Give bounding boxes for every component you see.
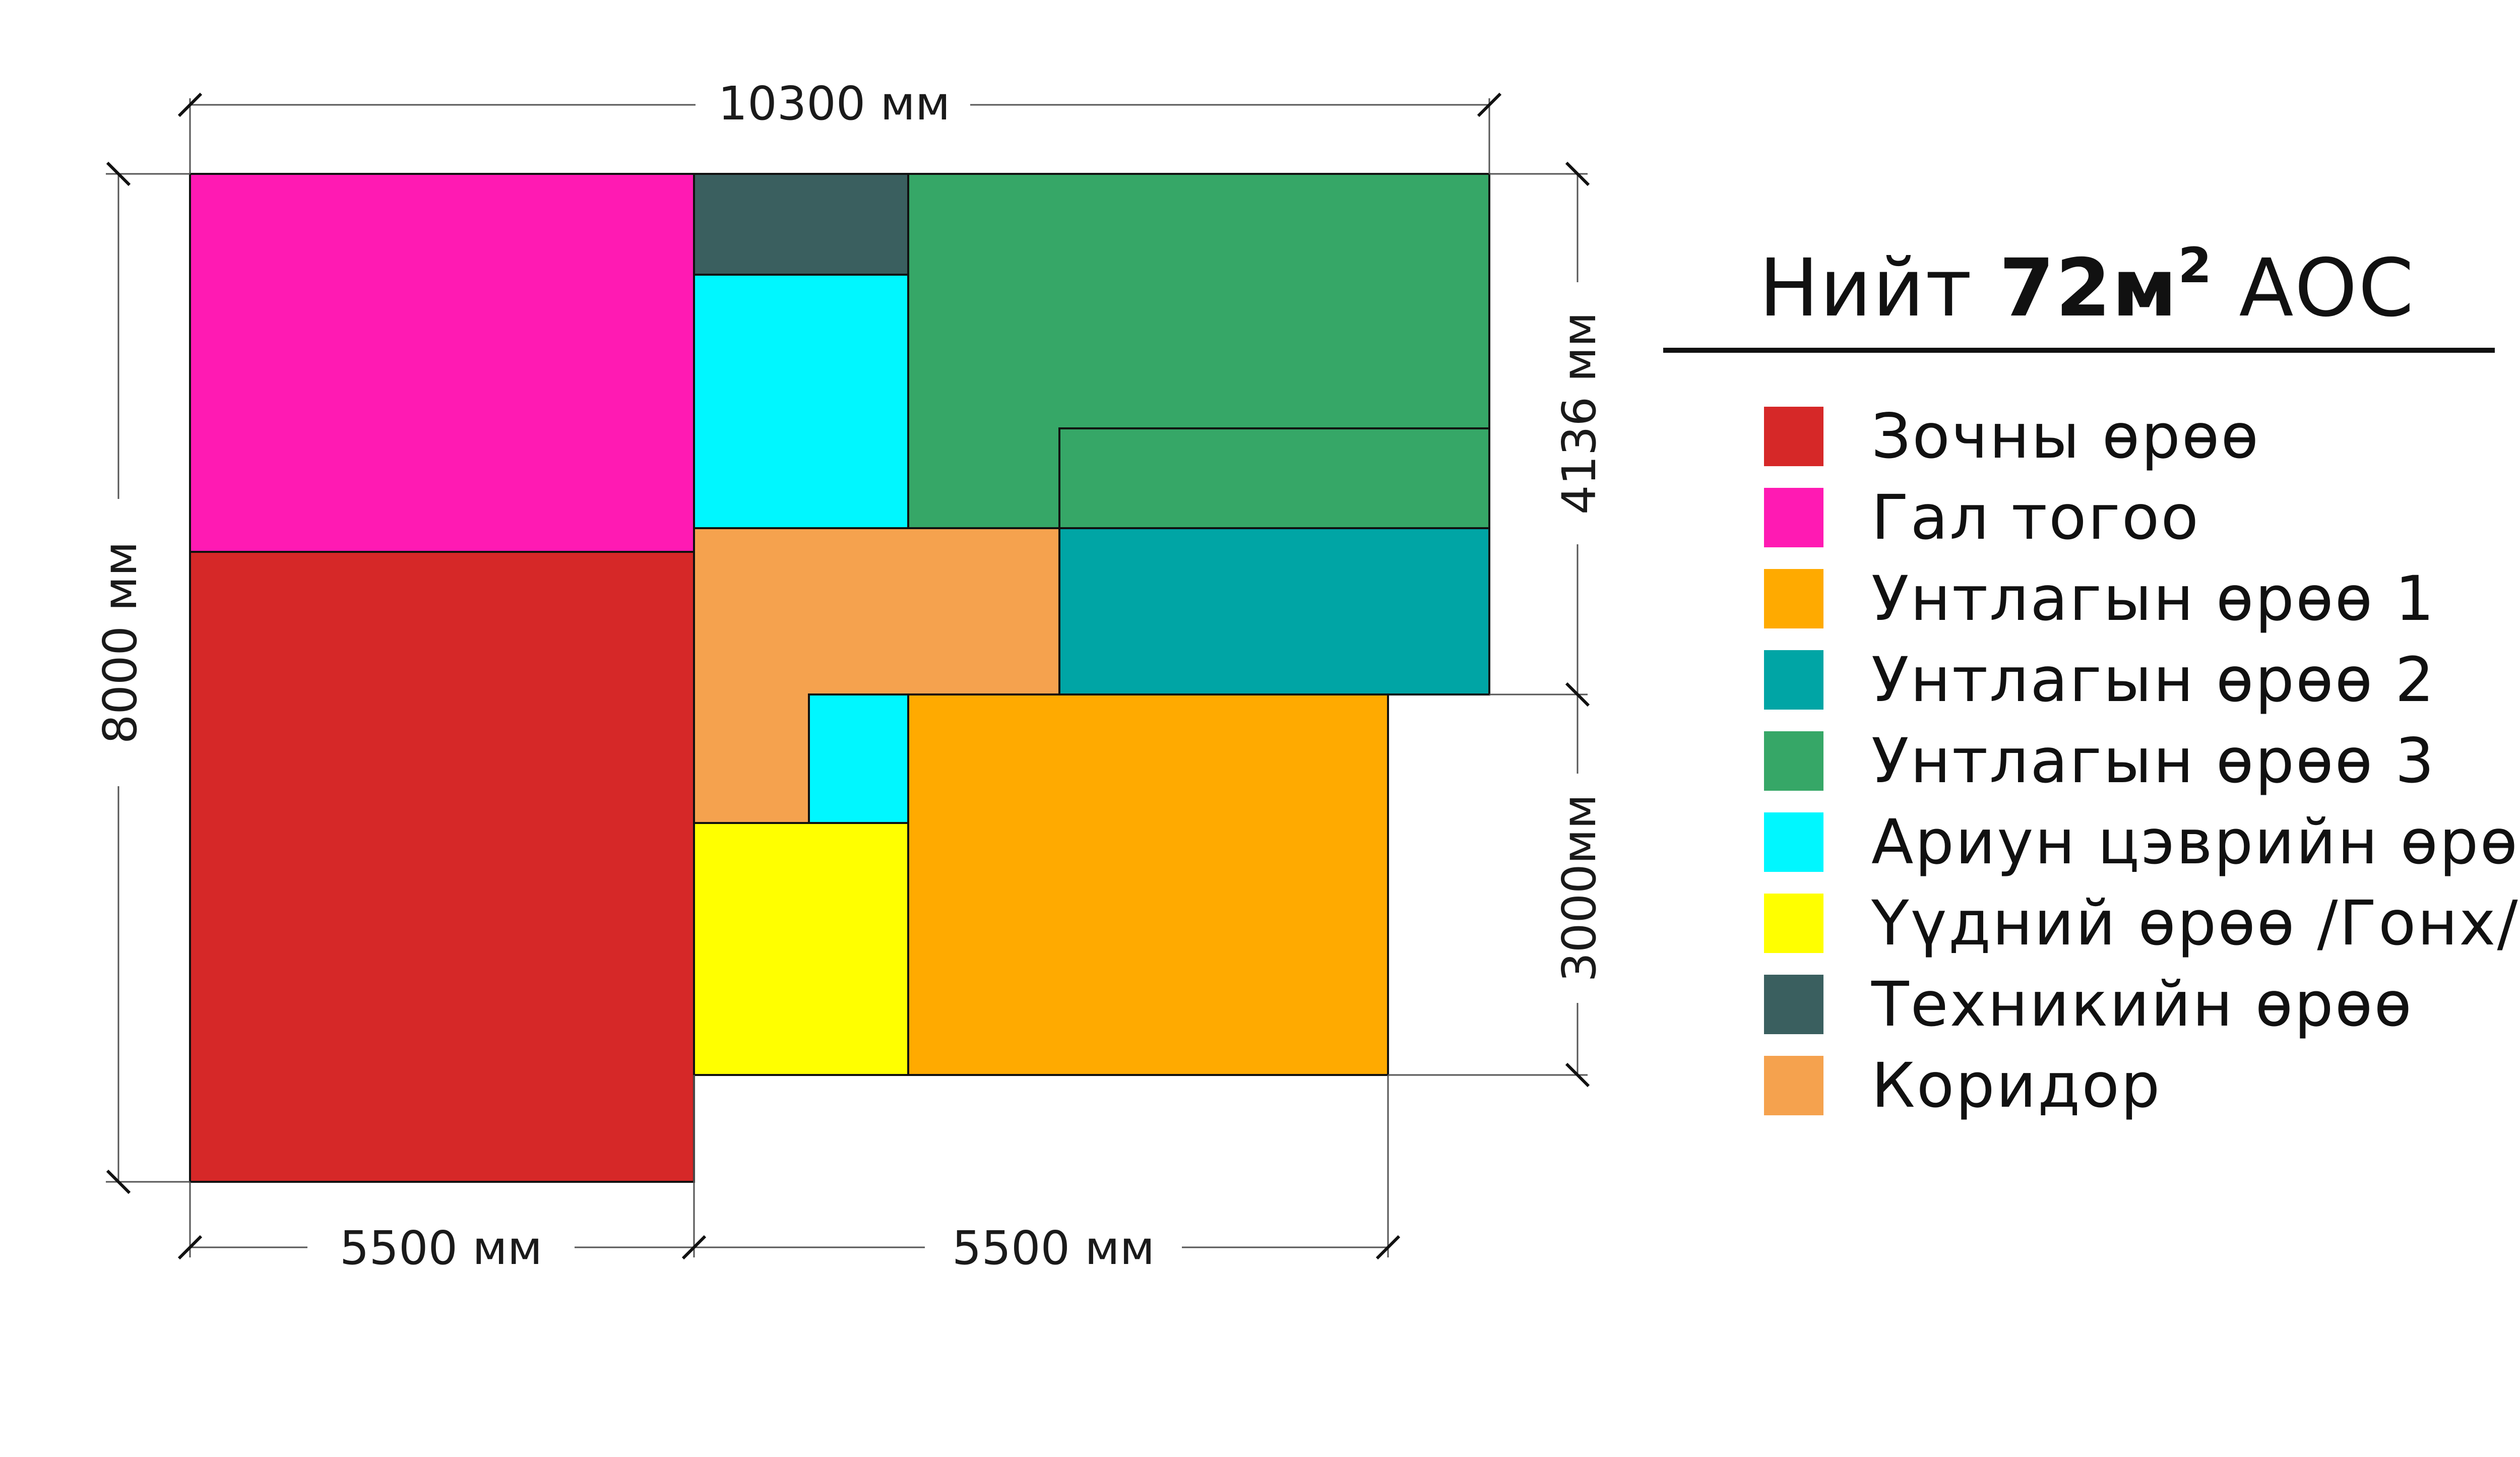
- legend-label: Техникийн өрөө: [1871, 968, 2414, 1040]
- legend-label: Унтлагын өрөө 3: [1871, 725, 2436, 797]
- legend-label: Коридор: [1871, 1049, 2162, 1121]
- room-living: [190, 552, 694, 1182]
- legend-swatch: [1764, 893, 1823, 953]
- legend-swatch: [1764, 487, 1823, 547]
- legend-swatch: [1764, 568, 1823, 628]
- dim-bottom-left: 5500 мм: [340, 1221, 542, 1275]
- legend-item: Унтлагын өрөө 2: [1764, 639, 2520, 720]
- room-technical: [694, 174, 908, 275]
- room-bedroom-1: [908, 694, 1388, 1075]
- legend-list: Зочны өрөө Гал тогоо Унтлагын өрөө 1 Унт…: [1764, 396, 2520, 1126]
- dimension-lines: [106, 92, 1590, 1260]
- room-bedroom-2: [1059, 528, 1489, 694]
- dim-total-height: 8000 мм: [93, 541, 147, 744]
- legend-label: Унтлагын өрөө 2: [1871, 644, 2436, 716]
- legend-item: Унтлагын өрөө 1: [1764, 558, 2520, 639]
- legend-swatch: [1764, 406, 1823, 466]
- legend-label: Зочны өрөө: [1871, 400, 2260, 472]
- room-bathroom-lower: [809, 694, 908, 823]
- legend-swatch: [1764, 812, 1823, 872]
- legend-item: Унтлагын өрөө 3: [1764, 720, 2520, 801]
- legend-item: Коридор: [1764, 1045, 2520, 1126]
- room-bedroom-3: [908, 174, 1489, 528]
- legend-item: Зочны өрөө: [1764, 396, 2520, 477]
- legend-item: Техникийн өрөө: [1764, 964, 2520, 1045]
- legend-label: Үүдний өрөө /Гонх/: [1871, 887, 2519, 959]
- dim-right-upper: 4136 мм: [1552, 312, 1606, 515]
- room-bathroom-upper: [694, 275, 908, 528]
- room-entrance: [694, 823, 908, 1075]
- legend-title: Нийт 72м2 АОС: [1759, 237, 2415, 335]
- dim-right-lower: 3000мм: [1552, 794, 1606, 982]
- legend-title-suffix: АОС: [2239, 242, 2415, 335]
- legend-divider: [1663, 348, 2495, 353]
- legend-swatch: [1764, 1055, 1823, 1115]
- legend-item: Үүдний өрөө /Гонх/: [1764, 882, 2520, 964]
- dim-bottom-right: 5500 мм: [952, 1221, 1155, 1275]
- legend-swatch: [1764, 731, 1823, 791]
- legend-label: Ариун цэврийн өрөө: [1871, 806, 2520, 878]
- legend-title-prefix: Нийт: [1759, 242, 1973, 335]
- legend-swatch: [1764, 974, 1823, 1034]
- legend-item: Гал тогоо: [1764, 477, 2520, 558]
- legend-swatch: [1764, 650, 1823, 710]
- legend-area-value: 72м: [1999, 242, 2178, 335]
- dim-total-width: 10300 мм: [718, 77, 951, 131]
- room-corridor: [694, 528, 1059, 823]
- legend-area-exponent: 2: [2178, 237, 2213, 294]
- plan-outlines: [189, 173, 1490, 1183]
- room-kitchen: [190, 174, 694, 552]
- legend-item: Ариун цэврийн өрөө: [1764, 801, 2520, 882]
- legend-label: Гал тогоо: [1871, 481, 2200, 553]
- legend-label: Унтлагын өрөө 1: [1871, 562, 2436, 635]
